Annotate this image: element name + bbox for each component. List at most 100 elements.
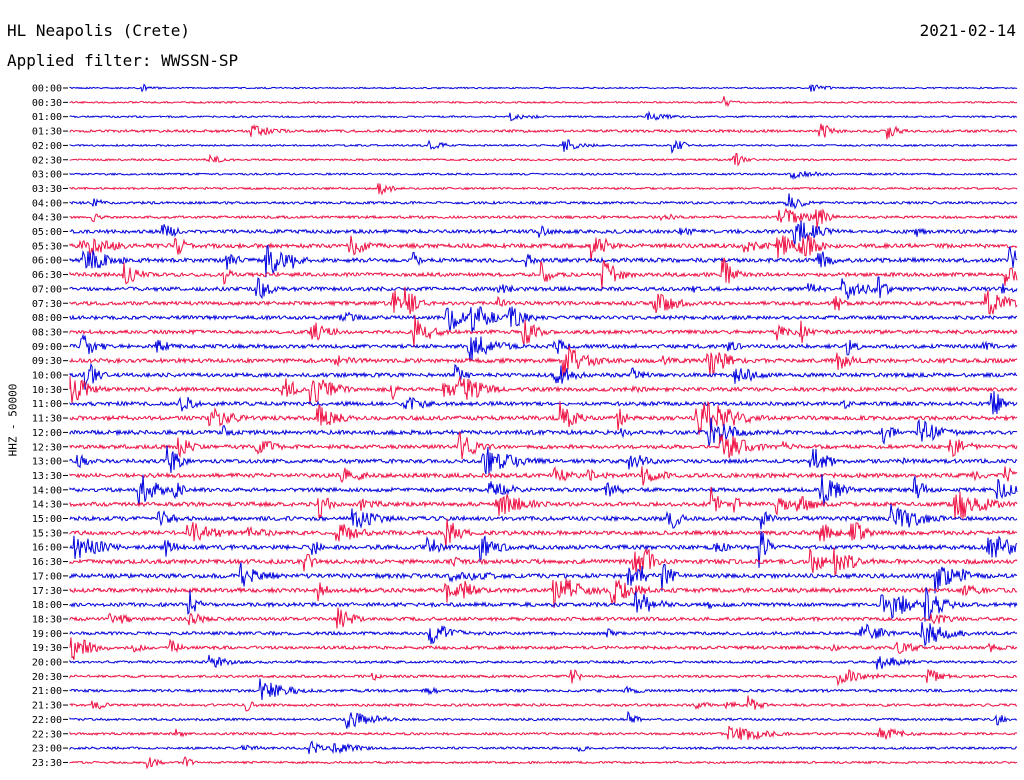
seismic-trace [69, 171, 1018, 181]
seismic-trace [69, 346, 1018, 377]
time-tick-label: 02:00 [32, 141, 62, 152]
seismic-trace [69, 547, 1018, 577]
seismic-trace [69, 235, 1018, 262]
seismic-trace [69, 578, 1018, 608]
time-tick-label: 05:30 [32, 241, 62, 252]
seismic-trace [69, 257, 1018, 290]
seismic-trace [69, 756, 1018, 770]
time-tick-label: 17:30 [32, 586, 62, 597]
seismic-trace [69, 637, 1018, 660]
plot-date: 2021-02-14 [919, 21, 1016, 40]
time-tick-label: 16:30 [32, 557, 62, 568]
time-tick-label: 06:30 [32, 270, 62, 281]
seismic-trace [69, 244, 1018, 278]
filter-label: Applied filter: WWSSN-SP [7, 51, 239, 70]
time-tick-label: 23:00 [32, 744, 62, 755]
seismic-trace [69, 678, 1018, 700]
time-tick-label: 09:30 [32, 356, 62, 367]
seismic-trace [69, 139, 1018, 155]
seismic-trace [69, 315, 1018, 348]
seismic-trace [69, 391, 1018, 415]
seismic-trace [69, 466, 1018, 486]
time-tick-label: 01:30 [32, 127, 62, 138]
seismic-trace [69, 503, 1018, 530]
seismic-trace [69, 333, 1018, 361]
seismic-trace [69, 96, 1018, 108]
seismic-trace [69, 286, 1018, 315]
time-tick-label: 14:30 [32, 500, 62, 511]
seismic-trace [69, 486, 1018, 520]
seismic-trace [69, 362, 1018, 390]
seismic-trace [69, 607, 1018, 629]
time-tick-label: 00:30 [32, 98, 62, 109]
seismic-trace [69, 306, 1018, 334]
time-tick-label: 11:30 [32, 414, 62, 425]
seismic-trace [69, 587, 1018, 622]
time-tick-label: 01:00 [32, 112, 62, 123]
time-tick-label: 03:00 [32, 170, 62, 181]
time-tick-label: 15:30 [32, 528, 62, 539]
time-tick-label: 15:00 [32, 514, 62, 525]
time-tick-label: 12:00 [32, 428, 62, 439]
time-tick-label: 11:00 [32, 399, 62, 410]
time-tick-label: 08:30 [32, 327, 62, 338]
time-tick-label: 14:00 [32, 485, 62, 496]
seismic-trace [69, 695, 1018, 712]
time-tick-label: 09:00 [32, 342, 62, 353]
time-tick-label: 08:00 [32, 313, 62, 324]
time-tick-label: 21:30 [32, 701, 62, 712]
time-tick-label: 18:30 [32, 614, 62, 625]
time-tick-label: 13:30 [32, 471, 62, 482]
seismic-trace [69, 669, 1018, 687]
time-tick-label: 06:00 [32, 256, 62, 267]
time-tick-label: 12:30 [32, 442, 62, 453]
time-tick-label: 18:00 [32, 600, 62, 611]
time-tick-label: 04:30 [32, 213, 62, 224]
seismic-trace [69, 654, 1018, 670]
time-tick-label: 07:00 [32, 284, 62, 295]
seismic-trace [69, 740, 1018, 755]
seismic-trace [69, 725, 1018, 741]
seismic-trace [69, 431, 1018, 460]
seismic-trace [69, 83, 1018, 93]
time-tick-label: 07:30 [32, 299, 62, 310]
time-tick-label: 00:00 [32, 84, 62, 95]
seismic-trace [69, 193, 1018, 210]
time-tick-label: 13:00 [32, 457, 62, 468]
time-tick-label: 23:30 [32, 758, 62, 769]
time-tick-label: 22:30 [32, 729, 62, 740]
seismic-trace [69, 276, 1018, 301]
time-tick-label: 20:30 [32, 672, 62, 683]
seismic-trace [69, 417, 1018, 447]
time-tick-label: 05:00 [32, 227, 62, 238]
seismic-trace [69, 400, 1018, 435]
station-title: HL Neapolis (Crete) [7, 21, 191, 40]
seismic-trace [69, 474, 1018, 506]
seismic-trace [69, 220, 1018, 245]
time-tick-label: 22:00 [32, 715, 62, 726]
seismic-trace [69, 183, 1018, 196]
seismic-trace [69, 621, 1018, 648]
time-tick-label: 19:00 [32, 629, 62, 640]
time-tick-label: 02:30 [32, 155, 62, 166]
time-tick-label: 10:30 [32, 385, 62, 396]
seismic-trace [69, 445, 1018, 476]
seismic-trace [69, 207, 1018, 229]
time-tick-label: 21:00 [32, 686, 62, 697]
seismic-trace [69, 123, 1018, 140]
time-tick-label: 10:00 [32, 371, 62, 382]
time-tick-label: 16:00 [32, 543, 62, 554]
seismic-trace [69, 530, 1018, 568]
seismic-trace [69, 153, 1017, 167]
seismic-trace [69, 518, 1018, 549]
time-tick-label: 19:30 [32, 643, 62, 654]
time-tick-label: 17:00 [32, 571, 62, 582]
time-tick-label: 03:30 [32, 184, 62, 195]
seismic-trace [69, 710, 1018, 729]
seismic-trace [69, 110, 1018, 122]
seismic-trace [69, 376, 1018, 405]
time-tick-label: 20:00 [32, 658, 62, 669]
seismic-trace [69, 562, 1018, 594]
time-tick-label: 04:00 [32, 198, 62, 209]
